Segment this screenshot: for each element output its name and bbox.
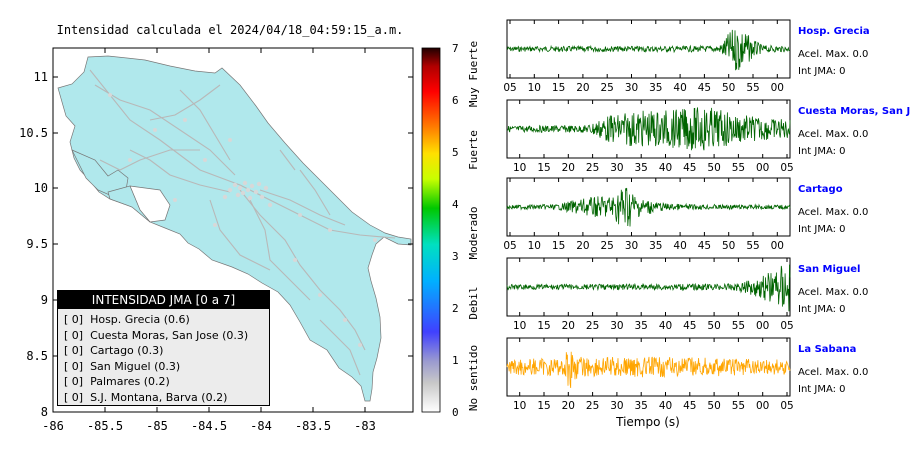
legend-level: [ 0] [64,313,84,326]
legend-box: INTENSIDAD JMA [0 a 7] [ 0] Hosp. Grecia… [57,290,270,406]
legend-station: Cuesta Moras, San Jose (0.3) [83,328,249,342]
legend-station: Hosp. Grecia (0.6) [83,313,190,326]
map-y-tick-label: 8 [41,405,48,419]
legend-title: INTENSIDAD JMA [0 a 7] [58,291,269,309]
colorbar-tick-label: 6 [452,94,459,107]
colorbar-tick-label: 1 [452,354,459,367]
colorbar-category-label: Moderado [467,207,480,260]
legend-item: [ 0] Hosp. Grecia (0.6) [58,312,269,328]
map-y-tick-label: 11 [34,70,48,84]
legend-level: [ 0] [64,375,84,389]
map-x-tick-label: -83.5 [295,419,331,433]
colorbar-tick-label: 7 [452,42,459,55]
map-y-tick-label: 9.5 [26,237,48,251]
colorbar-tick-label: 4 [452,198,459,211]
legend-station: S.J. Montana, Barva (0.2) [83,390,228,404]
colorbar-category-label: Fuerte [467,130,480,170]
intensity-colorbar [421,47,441,413]
map-x-tick-label: -84 [250,419,272,433]
legend-station: Palmares (0.2) [83,375,170,389]
legend-level: [ 0] [64,390,84,404]
colorbar-tick-label: 3 [452,250,459,263]
legend-level: [ 0] [64,328,84,342]
map-y-tick-label: 10 [34,181,48,195]
map-x-tick-label: -86 [42,419,64,433]
legend-item: [ 0] S.J. Montana, Barva (0.2) [58,390,269,406]
legend-item: [ 0] Cartago (0.3) [58,343,269,359]
map-title: Intensidad calculada el 2024/04/18_04:59… [57,23,404,37]
legend-item: [ 0] San Miguel (0.3) [58,359,269,375]
map-x-tick-label: -85.5 [87,419,123,433]
legend-level: [ 0] [64,359,84,373]
legend-level: [ 0] [64,344,84,358]
legend-station: San Miguel (0.3) [83,359,181,373]
road-network [89,69,396,376]
colorbar-tick-label: 0 [452,406,459,419]
legend-item: [ 0] Palmares (0.2) [58,374,269,390]
station-dots [108,93,377,347]
colorbar-category-label: Debil [467,286,480,319]
colorbar-tick-label: 5 [452,146,459,159]
map-y-tick-label: 10.5 [19,126,48,140]
map-x-tick-label: -83 [354,419,376,433]
colorbar-tick-label: 2 [452,302,459,315]
map-x-tick-label: -85 [146,419,168,433]
legend-item: [ 0] Cuesta Moras, San Jose (0.3) [58,328,269,344]
map-y-tick-label: 9 [41,293,48,307]
map-y-tick-label: 8.5 [26,349,48,363]
legend-station: Cartago (0.3) [83,344,164,358]
map-x-tick-label: -84.5 [191,419,227,433]
colorbar-category-label: Muy Fuerte [467,41,480,107]
colorbar-category-label: No sentido [467,345,480,411]
